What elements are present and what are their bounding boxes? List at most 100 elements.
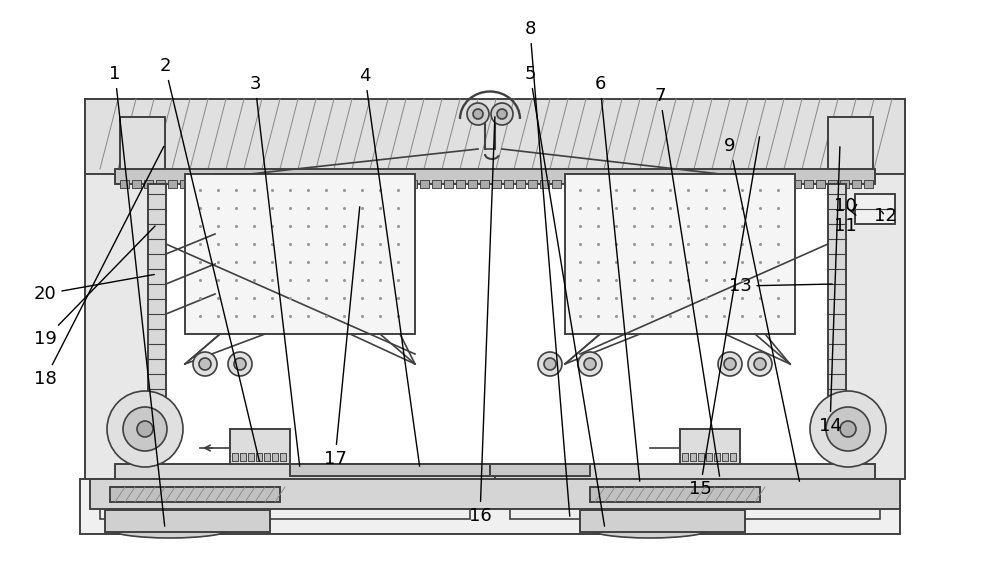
Bar — [792, 180, 801, 188]
Bar — [576, 180, 585, 188]
Bar — [696, 180, 705, 188]
Bar — [336, 180, 345, 188]
Bar — [792, 180, 801, 188]
Bar — [115, 464, 495, 484]
Bar — [840, 99, 905, 479]
Bar — [840, 180, 849, 188]
Bar — [682, 453, 688, 461]
Bar — [110, 487, 280, 502]
Bar — [648, 180, 657, 188]
Bar — [232, 453, 238, 461]
Bar — [468, 180, 477, 188]
Bar — [828, 117, 873, 169]
Bar — [696, 180, 705, 188]
Bar — [360, 180, 369, 188]
Bar — [828, 180, 837, 188]
Bar — [240, 453, 246, 461]
Circle shape — [826, 407, 870, 451]
Bar — [580, 510, 745, 532]
Bar — [240, 180, 249, 188]
Ellipse shape — [110, 520, 230, 538]
Text: 6: 6 — [594, 75, 640, 481]
Bar — [600, 180, 609, 188]
Bar — [804, 180, 813, 188]
Bar — [85, 99, 905, 174]
Circle shape — [810, 391, 886, 467]
Bar — [698, 453, 704, 461]
Bar — [156, 180, 165, 188]
Bar — [396, 180, 405, 188]
Bar — [780, 180, 789, 188]
Bar — [80, 479, 900, 534]
Bar — [490, 464, 590, 476]
Circle shape — [234, 358, 246, 370]
Bar — [230, 429, 290, 464]
Bar — [272, 453, 278, 461]
Bar — [180, 180, 189, 188]
Bar — [312, 180, 321, 188]
Bar — [816, 180, 825, 188]
Bar — [132, 180, 141, 188]
Bar — [680, 429, 740, 464]
Bar — [720, 180, 729, 188]
Bar — [828, 184, 846, 414]
Bar — [852, 180, 861, 188]
Circle shape — [544, 358, 556, 370]
Bar — [115, 169, 875, 184]
Text: 8: 8 — [524, 20, 570, 516]
Bar — [248, 453, 254, 461]
Text: 10: 10 — [834, 197, 856, 215]
Bar — [115, 169, 875, 184]
Bar — [684, 180, 693, 188]
Bar — [682, 453, 688, 461]
Bar — [120, 117, 165, 169]
Bar — [276, 180, 285, 188]
Bar — [312, 180, 321, 188]
Bar — [855, 194, 895, 224]
Bar — [456, 180, 465, 188]
Bar — [228, 180, 237, 188]
Bar — [636, 180, 645, 188]
Circle shape — [538, 352, 562, 376]
Bar — [828, 180, 837, 188]
Bar — [408, 180, 417, 188]
Text: 9: 9 — [724, 137, 799, 481]
Bar — [85, 99, 905, 174]
Bar — [672, 180, 681, 188]
Bar — [290, 464, 490, 476]
Bar — [708, 180, 717, 188]
Bar — [264, 180, 273, 188]
Bar — [264, 453, 270, 461]
Bar — [372, 180, 381, 188]
Text: 5: 5 — [524, 65, 605, 526]
Bar — [636, 180, 645, 188]
Bar — [228, 180, 237, 188]
Bar — [564, 180, 573, 188]
Bar — [216, 180, 225, 188]
Bar — [264, 453, 270, 461]
Bar — [864, 180, 873, 188]
Bar — [372, 180, 381, 188]
Bar — [120, 180, 129, 188]
Bar — [105, 510, 270, 532]
Bar — [324, 180, 333, 188]
Bar — [252, 180, 261, 188]
Bar — [252, 180, 261, 188]
Bar — [100, 484, 470, 519]
Text: 2: 2 — [159, 57, 259, 461]
Text: 17: 17 — [324, 207, 360, 468]
Bar — [732, 180, 741, 188]
Bar — [192, 180, 201, 188]
Text: 3: 3 — [249, 75, 300, 466]
Bar — [168, 180, 177, 188]
Bar — [384, 180, 393, 188]
Bar — [144, 180, 153, 188]
Bar — [756, 180, 765, 188]
Bar — [348, 180, 357, 188]
Bar — [540, 180, 549, 188]
Bar — [768, 180, 777, 188]
Bar — [722, 453, 728, 461]
Bar — [744, 180, 753, 188]
Bar — [576, 180, 585, 188]
Bar — [495, 464, 875, 484]
